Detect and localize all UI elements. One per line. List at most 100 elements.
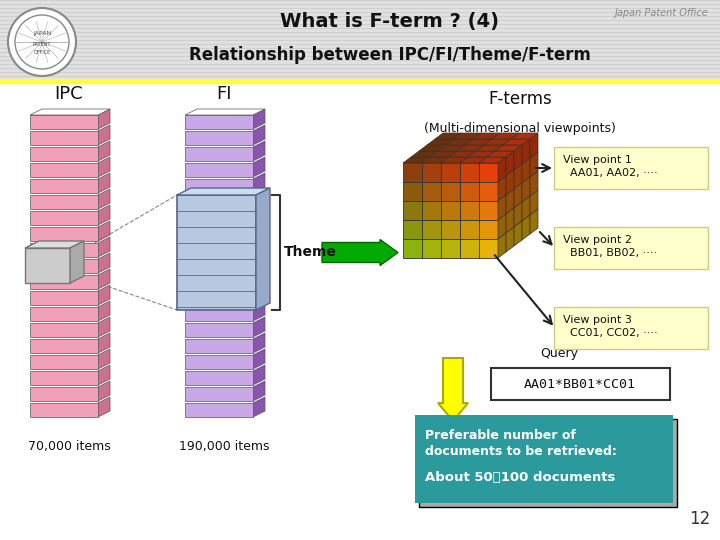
Text: IPC: IPC — [55, 85, 84, 103]
Polygon shape — [253, 253, 265, 273]
Text: 70,000 items: 70,000 items — [27, 440, 110, 453]
Polygon shape — [98, 285, 110, 305]
Polygon shape — [492, 133, 519, 139]
Polygon shape — [98, 333, 110, 353]
Bar — [403, 201, 422, 220]
Polygon shape — [253, 365, 265, 385]
Polygon shape — [465, 139, 492, 145]
Polygon shape — [185, 109, 265, 115]
Bar — [30, 115, 98, 129]
Polygon shape — [522, 215, 530, 240]
Polygon shape — [253, 173, 265, 193]
Bar — [30, 275, 98, 289]
Polygon shape — [98, 317, 110, 337]
Polygon shape — [498, 157, 506, 182]
Bar — [185, 115, 253, 129]
Text: Relationship between IPC/FI/Theme/F-term: Relationship between IPC/FI/Theme/F-term — [189, 46, 591, 64]
Bar — [185, 211, 253, 225]
Text: About 50～100 documents: About 50～100 documents — [425, 471, 616, 484]
Polygon shape — [98, 221, 110, 241]
Bar — [422, 182, 441, 201]
Polygon shape — [530, 190, 538, 215]
Polygon shape — [449, 151, 476, 157]
Polygon shape — [253, 237, 265, 257]
Bar — [30, 195, 98, 209]
Polygon shape — [530, 152, 538, 177]
Polygon shape — [468, 151, 495, 157]
Bar — [460, 163, 479, 182]
Polygon shape — [476, 145, 503, 151]
Bar — [185, 259, 253, 273]
FancyBboxPatch shape — [554, 307, 708, 349]
Polygon shape — [256, 188, 270, 310]
Bar — [185, 403, 253, 417]
Polygon shape — [479, 157, 506, 163]
Polygon shape — [98, 157, 110, 177]
Bar — [30, 307, 98, 321]
Bar — [30, 147, 98, 161]
Bar — [441, 201, 460, 220]
Polygon shape — [514, 164, 522, 189]
Bar — [441, 220, 460, 239]
Bar — [185, 195, 253, 209]
Polygon shape — [253, 141, 265, 161]
Polygon shape — [506, 208, 514, 233]
FancyArrow shape — [438, 358, 468, 421]
Bar — [422, 201, 441, 220]
Bar — [460, 201, 479, 220]
Bar — [30, 179, 98, 193]
Bar — [30, 371, 98, 385]
Polygon shape — [522, 177, 530, 202]
Polygon shape — [253, 301, 265, 321]
Bar — [185, 307, 253, 321]
Polygon shape — [98, 205, 110, 225]
Bar — [0, 82, 720, 540]
Polygon shape — [419, 145, 446, 151]
Polygon shape — [403, 157, 430, 163]
Bar — [177, 195, 256, 310]
Polygon shape — [253, 221, 265, 241]
Polygon shape — [484, 139, 511, 145]
Bar — [460, 239, 479, 258]
Polygon shape — [98, 269, 110, 289]
Bar — [30, 163, 98, 177]
Polygon shape — [530, 209, 538, 234]
Bar — [30, 339, 98, 353]
Bar — [441, 239, 460, 258]
Bar — [30, 259, 98, 273]
Polygon shape — [530, 171, 538, 196]
Polygon shape — [427, 139, 454, 145]
Polygon shape — [177, 188, 270, 195]
Polygon shape — [70, 241, 84, 283]
Bar — [403, 239, 422, 258]
FancyBboxPatch shape — [554, 147, 708, 189]
Polygon shape — [253, 205, 265, 225]
FancyBboxPatch shape — [491, 368, 670, 400]
Polygon shape — [495, 145, 522, 151]
Polygon shape — [503, 139, 530, 145]
Bar — [185, 371, 253, 385]
Bar — [185, 243, 253, 257]
Polygon shape — [522, 196, 530, 221]
Bar — [441, 163, 460, 182]
Polygon shape — [435, 133, 462, 139]
Polygon shape — [98, 365, 110, 385]
Polygon shape — [514, 202, 522, 227]
Text: F-terms: F-terms — [488, 90, 552, 108]
Bar — [460, 182, 479, 201]
Text: What is F-term ? (4): What is F-term ? (4) — [281, 12, 500, 31]
Polygon shape — [98, 109, 110, 129]
Bar — [185, 131, 253, 145]
Polygon shape — [253, 285, 265, 305]
Polygon shape — [98, 125, 110, 145]
Text: PATENT: PATENT — [32, 42, 51, 46]
Polygon shape — [253, 157, 265, 177]
Text: Japan Patent Office: Japan Patent Office — [614, 8, 708, 18]
Polygon shape — [253, 317, 265, 337]
Text: documents to be retrieved:: documents to be retrieved: — [425, 445, 617, 458]
Text: (Multi-dimensional viewpoints): (Multi-dimensional viewpoints) — [424, 122, 616, 135]
Bar — [185, 355, 253, 369]
Polygon shape — [506, 170, 514, 195]
Bar — [30, 291, 98, 305]
Polygon shape — [422, 157, 449, 163]
